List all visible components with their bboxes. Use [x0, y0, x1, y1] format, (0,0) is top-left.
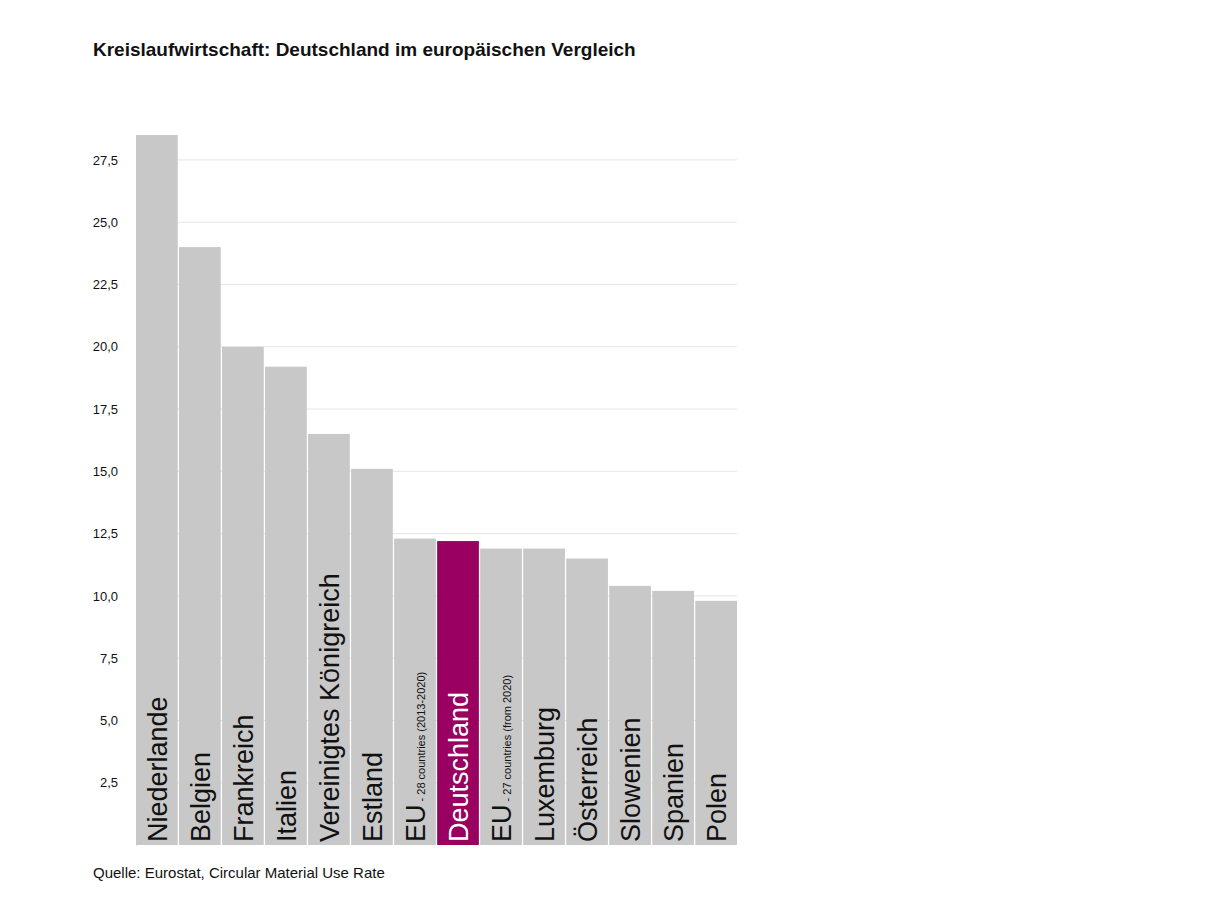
category-label: Polen	[702, 773, 732, 842]
bar	[695, 601, 737, 845]
bar	[437, 541, 479, 845]
y-tick: 25,0	[93, 215, 136, 230]
bar	[652, 591, 694, 845]
category-labels: Niederlande Belgien Frankreich Italien Verei…	[143, 573, 732, 842]
category-label: Deutschland	[444, 692, 474, 842]
category-label: Belgien	[186, 752, 216, 842]
bar	[265, 367, 307, 845]
y-tick: 22,5	[93, 277, 136, 292]
y-tick-label: 17,5	[93, 402, 118, 417]
y-tick-label: 20,0	[93, 339, 118, 354]
category-label: Niederlande	[143, 696, 173, 842]
category-label: EU - 27 countries (from 2020)	[487, 675, 517, 842]
y-tick-label: 10,0	[93, 589, 118, 604]
bar	[609, 586, 651, 845]
y-tick: 15,0	[93, 464, 136, 479]
grid-line	[136, 222, 737, 223]
bar	[308, 434, 350, 845]
grid-line	[136, 284, 737, 285]
y-tick: 17,5	[93, 402, 136, 417]
plot: 2,5 5,0 7,5 10,0 12,5 15,0 17,5 20,0 22,5 25,0 27,…	[93, 135, 737, 846]
y-axis: 2,5 5,0 7,5 10,0 12,5 15,0 17,5 20,0 22,5 25,0 27,…	[93, 136, 137, 846]
y-tick-label: 22,5	[93, 277, 118, 292]
category-label: Spanien	[659, 743, 689, 842]
bar	[523, 549, 565, 845]
y-tick-label: 25,0	[93, 215, 118, 230]
category-label: Vereinigtes Königreich	[315, 573, 345, 842]
bar	[480, 549, 522, 845]
title: Kreislaufwirtschaft: Deutschland im euro…	[93, 39, 636, 60]
y-tick-label: 27,5	[93, 153, 118, 168]
y-tick: 7,5	[100, 651, 136, 666]
bar	[351, 469, 393, 845]
category-label: Italien	[272, 770, 302, 842]
category-label: Frankreich	[229, 714, 259, 842]
chart: Kreislaufwirtschaft: Deutschland im euro…	[0, 0, 1208, 906]
bar	[222, 347, 264, 845]
y-tick: 12,5	[93, 526, 136, 541]
category-label: Estland	[358, 752, 388, 842]
y-tick: 10,0	[93, 589, 136, 604]
bar	[394, 539, 436, 845]
y-tick-label: 5,0	[100, 713, 118, 728]
y-tick-label: 12,5	[93, 526, 118, 541]
y-tick: 2,5	[100, 775, 136, 790]
bar	[136, 135, 178, 845]
source: Quelle: Eurostat, Circular Material Use …	[93, 864, 385, 881]
category-label: Luxemburg	[530, 707, 560, 842]
y-tick-label: 7,5	[100, 651, 118, 666]
grid-line	[136, 159, 737, 160]
y-tick: 20,0	[93, 339, 136, 354]
category-label: Österreich	[573, 717, 603, 842]
y-tick-label: 15,0	[93, 464, 118, 479]
bar	[566, 559, 608, 845]
y-tick-label: 2,5	[100, 775, 118, 790]
y-tick: 27,5	[93, 153, 136, 168]
category-label: Slowenien	[616, 717, 646, 842]
y-tick: 5,0	[100, 713, 136, 728]
bars	[136, 135, 737, 845]
bar	[179, 247, 221, 845]
category-label: EU - 28 countries (2013-2020)	[401, 672, 431, 842]
